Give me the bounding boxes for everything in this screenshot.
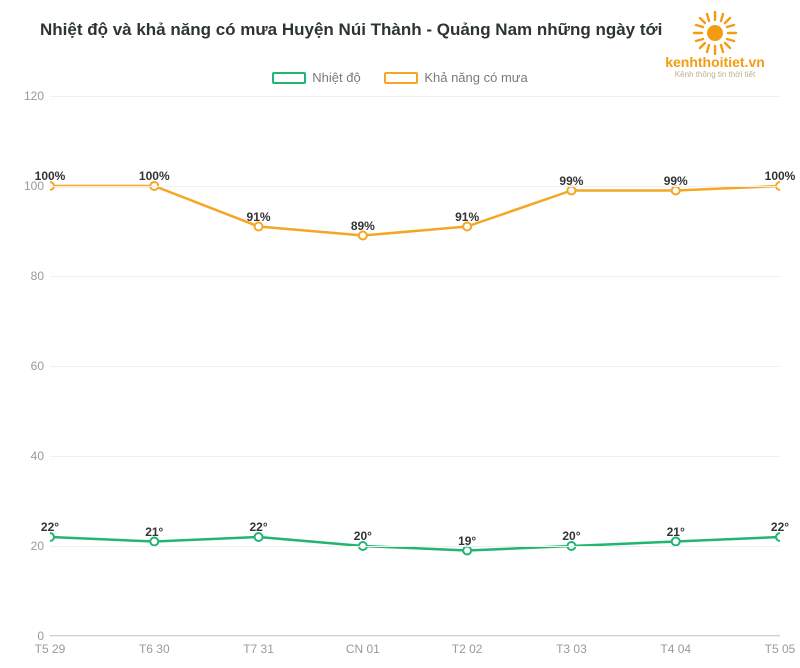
plot-area: 020406080100120T5 29T6 30T7 31CN 01T2 02…	[50, 96, 780, 636]
data-label-rain: 99%	[664, 174, 688, 188]
y-tick-label: 20	[31, 539, 44, 553]
x-tick-label: T4 04	[660, 642, 691, 656]
data-label-temperature: 21°	[667, 525, 685, 539]
data-label-temperature: 22°	[41, 520, 59, 534]
data-label-rain: 91%	[247, 210, 271, 224]
legend-item-temperature[interactable]: Nhiệt độ	[272, 70, 360, 85]
chart-container: Nhiệt độ và khả năng có mưa Huyện Núi Th…	[0, 0, 800, 668]
gridline	[50, 456, 780, 457]
x-tick-label: T7 31	[243, 642, 274, 656]
y-tick-label: 120	[24, 89, 44, 103]
y-tick-label: 60	[31, 359, 44, 373]
sun-icon	[692, 10, 738, 56]
y-tick-label: 80	[31, 269, 44, 283]
legend-item-rain[interactable]: Khả năng có mưa	[384, 70, 527, 85]
x-tick-label: T3 03	[556, 642, 587, 656]
gridline	[50, 276, 780, 277]
data-label-rain: 99%	[559, 174, 583, 188]
data-label-rain: 100%	[35, 169, 66, 183]
data-label-rain: 91%	[455, 210, 479, 224]
data-label-rain: 89%	[351, 219, 375, 233]
gridline	[50, 366, 780, 367]
legend-swatch-temperature	[272, 72, 306, 84]
x-tick-label: CN 01	[346, 642, 380, 656]
data-label-temperature: 19°	[458, 534, 476, 548]
x-tick-label: T6 30	[139, 642, 170, 656]
logo-text: kenhthoitiet.vn	[650, 54, 780, 70]
legend: Nhiệt độ Khả năng có mưa	[0, 70, 800, 87]
data-label-temperature: 22°	[771, 520, 789, 534]
legend-label-rain: Khả năng có mưa	[424, 70, 527, 85]
gridline	[50, 546, 780, 547]
chart-title: Nhiệt độ và khả năng có mưa Huyện Núi Th…	[40, 20, 662, 40]
data-label-rain: 100%	[139, 169, 170, 183]
series-line-rain	[50, 186, 780, 236]
x-tick-label: T2 02	[452, 642, 483, 656]
legend-label-temperature: Nhiệt độ	[312, 70, 360, 85]
data-label-temperature: 20°	[354, 529, 372, 543]
legend-swatch-rain	[384, 72, 418, 84]
data-label-rain: 100%	[765, 169, 796, 183]
gridline	[50, 636, 780, 637]
x-tick-label: T5 29	[35, 642, 66, 656]
y-tick-label: 0	[37, 629, 44, 643]
x-axis-line	[50, 635, 780, 636]
gridline	[50, 96, 780, 97]
x-tick-label: T5 05	[765, 642, 796, 656]
y-tick-label: 40	[31, 449, 44, 463]
data-label-temperature: 22°	[249, 520, 267, 534]
data-label-temperature: 20°	[562, 529, 580, 543]
series-line-temperature	[50, 537, 780, 551]
data-label-temperature: 21°	[145, 525, 163, 539]
